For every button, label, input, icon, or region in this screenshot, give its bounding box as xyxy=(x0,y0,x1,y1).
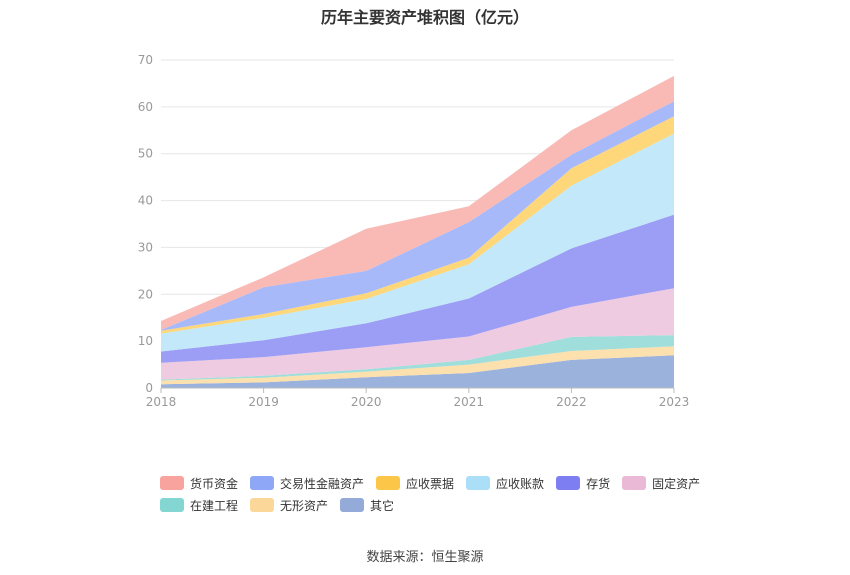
y-tick-label: 50 xyxy=(138,147,153,161)
area-series xyxy=(161,355,674,388)
legend-swatch xyxy=(340,498,365,512)
legend-swatch xyxy=(466,476,491,490)
x-tick-label: 2022 xyxy=(556,395,587,409)
y-tick-label: 70 xyxy=(138,53,153,67)
legend-swatch xyxy=(250,476,275,490)
legend-label: 应收票据 xyxy=(406,476,455,491)
y-tick-label: 60 xyxy=(138,100,153,114)
area-series xyxy=(161,288,674,380)
legend-label: 存货 xyxy=(586,476,611,491)
legend-swatch xyxy=(622,476,647,490)
legend-item-cash[interactable]: 货币资金 xyxy=(160,475,238,492)
legend: 货币资金 交易性金融资产 应收票据 应收账款 存货 固定资产 在建工程 xyxy=(160,472,720,516)
legend-item-inventory[interactable]: 存货 xyxy=(556,475,610,492)
legend-label: 无形资产 xyxy=(280,498,329,513)
legend-row-2: 在建工程 无形资产 其它 xyxy=(160,494,720,516)
area-series xyxy=(161,133,674,352)
legend-label: 固定资产 xyxy=(652,476,701,491)
area-series xyxy=(161,75,674,330)
legend-swatch xyxy=(556,476,581,490)
x-tick-label: 2019 xyxy=(248,395,279,409)
x-tick-label: 2020 xyxy=(351,395,382,409)
legend-label: 应收账款 xyxy=(496,476,545,491)
legend-row-1: 货币资金 交易性金融资产 应收票据 应收账款 存货 固定资产 xyxy=(160,472,720,494)
x-tick-label: 2023 xyxy=(659,395,690,409)
area-series xyxy=(161,335,674,381)
y-tick-label: 30 xyxy=(138,240,153,254)
area-series xyxy=(161,346,674,385)
y-tick-label: 40 xyxy=(138,194,153,208)
legend-item-accounts-receivable[interactable]: 应收账款 xyxy=(466,475,544,492)
legend-swatch xyxy=(160,498,184,512)
legend-swatch xyxy=(376,476,401,490)
legend-item-fixed-assets[interactable]: 固定资产 xyxy=(622,475,700,492)
data-source: 数据来源：恒生聚源 xyxy=(366,550,484,565)
legend-label: 交易性金融资产 xyxy=(280,476,365,491)
legend-item-notes-receivable[interactable]: 应收票据 xyxy=(376,475,454,492)
x-tick-label: 2018 xyxy=(146,395,177,409)
chart-plot: 0 10 20 30 40 50 60 70 2018 2019 2020 2021 2022 2023 xyxy=(138,53,690,409)
legend-label: 在建工程 xyxy=(190,498,239,513)
legend-item-trading-assets[interactable]: 交易性金融资产 xyxy=(250,475,364,492)
legend-swatch xyxy=(250,498,275,512)
legend-item-other[interactable]: 其它 xyxy=(340,497,394,514)
legend-label: 其它 xyxy=(370,498,395,513)
legend-item-construction[interactable]: 在建工程 xyxy=(160,497,238,514)
y-tick-label: 0 xyxy=(145,381,153,395)
legend-item-intangible[interactable]: 无形资产 xyxy=(250,497,328,514)
chart-title: 历年主要资产堆积图（亿元） xyxy=(320,8,529,27)
x-tick-label: 2021 xyxy=(454,395,485,409)
y-tick-label: 20 xyxy=(138,287,153,301)
legend-label: 货币资金 xyxy=(190,476,239,491)
legend-swatch xyxy=(160,476,184,490)
y-tick-label: 10 xyxy=(138,334,153,348)
area-series xyxy=(161,214,674,363)
